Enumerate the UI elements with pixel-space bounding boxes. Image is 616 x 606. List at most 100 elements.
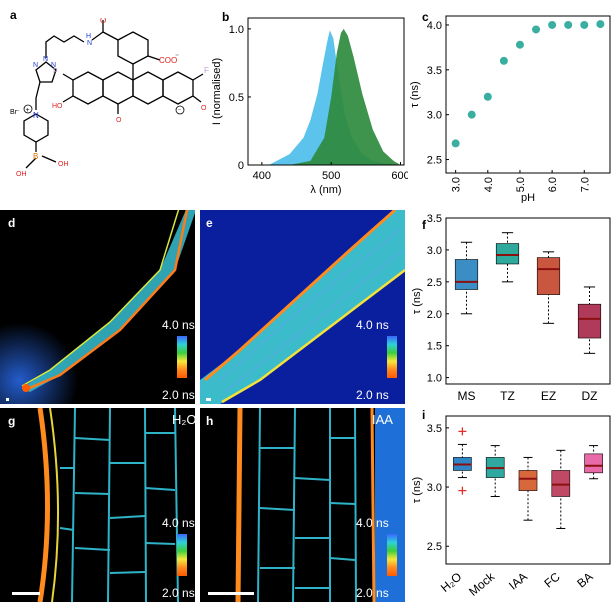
colorbar-h [387, 534, 397, 576]
colorbar-d [177, 336, 187, 378]
ph-lifetime-chart: 3.0 4.0 5.0 6.0 7.0 2.5 3.0 3.5 4.0 pH τ (ns) [410, 15, 611, 203]
colorbar-h-top: 4.0 ns [356, 516, 389, 530]
atom-br: Br [10, 109, 18, 116]
x-axis-label: λ (nm) [310, 184, 341, 196]
colorbar-e [387, 336, 397, 378]
plot-frame [445, 415, 611, 565]
y-tick-label: 4.0 [427, 20, 442, 32]
category-label: Mock [466, 569, 498, 599]
panel-label-b: b [222, 10, 230, 24]
y-axis-label: I (normalised) [211, 58, 223, 125]
y-tick-label: 3.0 [427, 110, 442, 122]
colorbar-h-bottom: 2.0 ns [356, 586, 389, 600]
scale-bar-g [12, 592, 40, 595]
box [584, 453, 603, 474]
data-point [483, 92, 492, 101]
x-tick-label: 5.0 [515, 177, 527, 192]
data-point [451, 139, 460, 148]
condition-label-g: H₂O [172, 412, 197, 427]
colorbar-d-top: 4.0 ns [162, 318, 195, 332]
y-tick-label: 1.0 [427, 373, 442, 385]
atom-br-charge: ⁻ [16, 109, 20, 116]
scale-bar-e [206, 398, 211, 401]
colorbar-e-bottom: 2.0 ns [356, 388, 389, 402]
micrograph-g [0, 408, 195, 602]
colorbar-g-bottom: 2.0 ns [162, 586, 195, 600]
category-label: MS [458, 389, 476, 403]
scale-bar-d [6, 398, 9, 401]
x-axis-label: pH [521, 192, 535, 203]
box [518, 470, 538, 491]
panel-label-d: d [8, 216, 16, 230]
atom-o-right: O [201, 105, 207, 112]
tissue-lifetime-boxplot: MS TZ EZ DZ 1.0 1.5 2.0 2.5 3.0 3.5 τ (ns) [411, 213, 611, 403]
plot-frame [445, 15, 611, 174]
box [577, 303, 602, 339]
data-point [580, 20, 589, 29]
x-tick-label: 4.0 [483, 177, 495, 192]
y-axis-label: τ (ns) [410, 81, 421, 107]
category-label: DZ [582, 389, 598, 403]
y-tick-label: 3.0 [427, 245, 442, 257]
data-point [548, 20, 557, 29]
outlier [458, 427, 467, 436]
box [536, 257, 561, 295]
y-tick-label: 3.5 [427, 65, 442, 77]
atom-ho-left: HO [52, 103, 63, 110]
atom-coo: COO [159, 56, 177, 65]
atom-o-charge: ⁻ [178, 108, 182, 115]
y-tick-label: 2.5 [427, 277, 442, 289]
atom-n-amide: N [87, 40, 92, 47]
atom-oh-2: OH [58, 161, 69, 168]
atom-o-ring: O [116, 117, 122, 124]
atom-b: B [33, 152, 38, 161]
data-point [596, 20, 605, 29]
atom-n-triazole-2: N [33, 62, 38, 69]
data-point [515, 40, 524, 49]
colorbar-g [177, 534, 187, 576]
condition-label-h: IAA [372, 412, 393, 427]
micrograph-h [200, 408, 405, 602]
atom-coo-charge: ⁻ [175, 52, 179, 61]
spectra-chart: 400 500 600 0 0.5 1.0 λ (nm) I (normalised) [211, 17, 408, 196]
atom-oh-1: OH [16, 171, 27, 178]
x-tick-label: 500 [322, 170, 340, 182]
y-tick-label: 1.5 [427, 341, 442, 353]
y-tick-label: 2.5 [427, 541, 442, 553]
atom-f-left: F [53, 67, 58, 76]
y-tick-label: 2.0 [427, 309, 442, 321]
atom-n-triazole-3: N [43, 56, 48, 63]
colorbar-d-bottom: 2.0 ns [162, 388, 195, 402]
data-point [532, 25, 541, 34]
x-tick-label: 3.0 [451, 177, 463, 192]
box [454, 259, 479, 290]
y-tick-label: 3.5 [427, 213, 442, 225]
atom-n-triazole-1: N [51, 62, 56, 69]
panel-label-a: a [10, 8, 17, 22]
panel-label-c: c [422, 10, 429, 24]
panel-label-i: i [422, 408, 426, 422]
spectrum-series-2 [289, 28, 401, 166]
y-tick-label: 0 [238, 160, 244, 172]
category-label: FC [541, 569, 563, 590]
outlier [458, 486, 467, 495]
box [551, 470, 571, 497]
y-axis-label: τ (ns) [411, 288, 423, 314]
category-label: H₂O [438, 570, 464, 595]
category-label: BA [574, 570, 595, 591]
scale-bar-h [208, 592, 254, 595]
panel-label-e: e [206, 216, 213, 230]
data-point [564, 20, 573, 29]
treatment-lifetime-boxplot: H₂O Mock IAA FC BA 2.5 3.0 3.5 τ (ns) [411, 415, 611, 599]
data-point [499, 56, 508, 65]
panel-label-f: f [422, 218, 426, 232]
atom-f-right: F [204, 66, 209, 75]
y-tick-label: 1.0 [229, 24, 244, 36]
x-tick-label: 7.0 [579, 177, 591, 192]
box [495, 243, 520, 265]
atom-n-pyridinium: N [33, 111, 39, 120]
atom-h-amide: H [86, 33, 91, 40]
chemical-structure: O N H COO ⁻ N N N F F HO O O N + ⁻ Br ⁻ … [10, 18, 209, 178]
category-label: TZ [500, 389, 515, 403]
category-label: IAA [506, 570, 530, 593]
